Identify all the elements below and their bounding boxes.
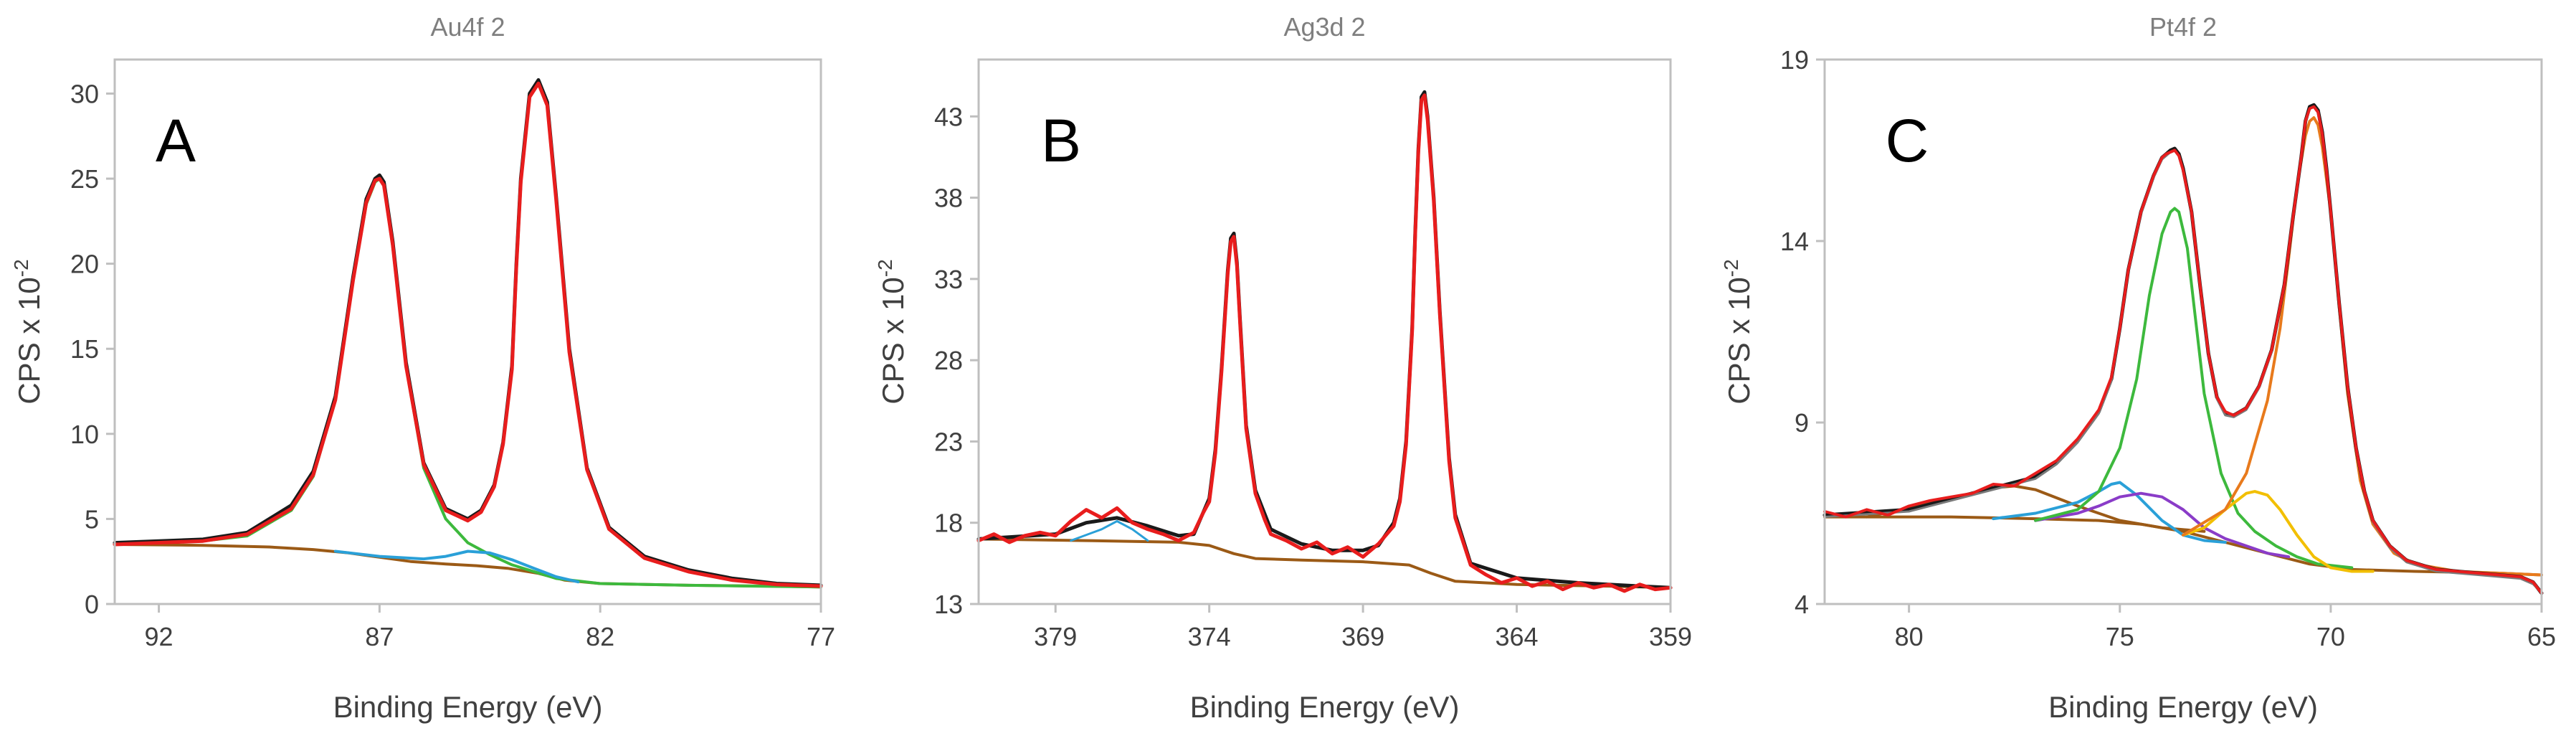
y-tick-label: 38 (934, 184, 963, 213)
x-tick-label: 87 (365, 622, 394, 651)
y-tick-label: 20 (70, 250, 99, 279)
y-tick-label: 28 (934, 346, 963, 375)
x-tick-label: 77 (807, 622, 835, 651)
y-axis-label-exponent: -2 (874, 259, 896, 277)
x-tick-label: 379 (1034, 622, 1077, 651)
chart-title: Ag3d 2 (1283, 12, 1365, 42)
panel-letter: B (1041, 107, 1081, 174)
y-tick-label: 14 (1780, 227, 1809, 256)
x-tick-label: 80 (1895, 622, 1924, 651)
series-fit-purple (2034, 491, 2291, 559)
y-tick-label: 15 (70, 334, 99, 364)
series-envelope (976, 93, 1673, 593)
series-gray (1823, 105, 2543, 595)
chart-title: Pt4f 2 (2149, 12, 2217, 42)
x-tick-label: 374 (1188, 622, 1231, 651)
y-tick-label: 4 (1795, 590, 1809, 619)
chart-panel-b: 379 374 369 364 359 13 18 23 28 33 38 43 Ag3d 2 B Bind… (874, 12, 1692, 724)
y-axis-label: CPS x 10-2 (874, 259, 910, 404)
y-tick-label: 13 (934, 590, 963, 619)
series-fit-orange (2182, 116, 2543, 577)
y-tick-label: 43 (934, 102, 963, 131)
x-tick-label: 369 (1341, 622, 1384, 651)
series-fit-green (2034, 207, 2354, 570)
series-raw (1822, 103, 2544, 595)
y-axis-label: CPS x 10-2 (10, 259, 46, 404)
y-tick-label: 9 (1795, 408, 1809, 438)
series-fit-blue (333, 549, 580, 584)
plot-frame (977, 58, 1672, 605)
x-tick-label: 75 (2106, 622, 2134, 651)
panel-letter: A (156, 107, 196, 174)
series-raw (113, 78, 823, 588)
x-tick-label: 364 (1496, 622, 1539, 651)
x-axis-label: Binding Energy (eV) (333, 690, 603, 724)
y-axis-label-main: CPS x 10 (1722, 277, 1756, 404)
y-tick-label: 10 (70, 420, 99, 449)
series-envelope (1823, 105, 2543, 595)
series-fit-blue (1070, 520, 1149, 542)
panel-letter: C (1886, 107, 1929, 174)
series-fit-blue (1992, 481, 2227, 544)
plot-frame (113, 58, 822, 605)
y-axis-label-main: CPS x 10 (12, 277, 46, 404)
y-tick-label: 0 (85, 590, 99, 619)
x-axis-label: Binding Energy (eV) (2048, 690, 2318, 724)
x-tick-label: 359 (1649, 622, 1692, 651)
y-tick-label: 30 (70, 79, 99, 108)
y-tick-label: 18 (934, 509, 963, 538)
x-tick-label: 92 (145, 622, 174, 651)
series-envelope (113, 81, 823, 588)
x-tick-label: 70 (2316, 622, 2345, 651)
chart-title: Au4f 2 (430, 12, 505, 42)
x-tick-label: 65 (2527, 622, 2556, 651)
series-fit-green (113, 177, 822, 589)
plot-frame (1823, 58, 2543, 605)
x-axis-label: Binding Energy (eV) (1190, 690, 1460, 724)
y-tick-label: 33 (934, 265, 963, 294)
y-tick-label: 5 (85, 504, 99, 534)
y-axis-label-exponent: -2 (1720, 259, 1742, 277)
y-tick-label: 23 (934, 427, 963, 456)
y-tick-label: 19 (1780, 45, 1809, 75)
y-tick-label: 25 (70, 164, 99, 194)
y-axis-label-exponent: -2 (10, 259, 32, 277)
series-background (977, 537, 1672, 590)
y-axis-label-main: CPS x 10 (876, 277, 910, 404)
x-tick-label: 82 (586, 622, 614, 651)
chart-panel-c: 80 75 70 65 4 9 14 19 Pt4f 2 C Binding Energy (eV)… (1720, 12, 2556, 724)
chart-panel-a: 92 87 82 77 0 5 10 15 20 25 30 Au4f 2 A Binding Energ… (10, 12, 835, 724)
y-axis-label: CPS x 10-2 (1720, 259, 1756, 404)
